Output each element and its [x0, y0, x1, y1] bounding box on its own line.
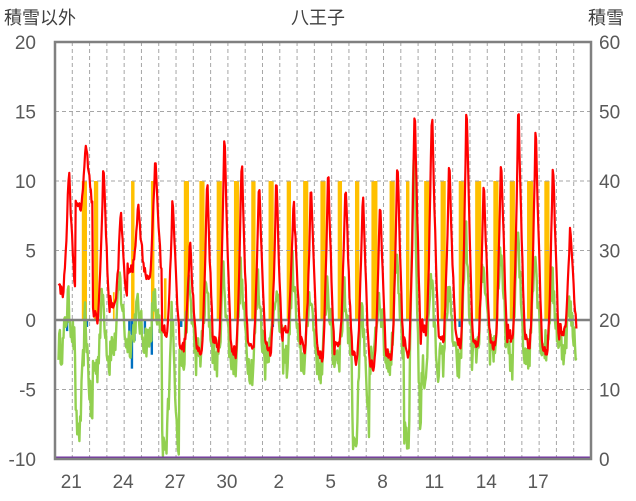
temperature-line	[57, 113, 578, 372]
sunshine-bar	[493, 181, 499, 320]
x-tick-label: 14	[476, 472, 498, 493]
right-tick-label: 60	[599, 33, 620, 54]
gridlines	[55, 42, 591, 459]
sunshine-bar	[163, 278, 167, 320]
left-tick-label: 10	[15, 172, 36, 193]
sunshine-bar	[93, 181, 99, 320]
sunshine-bar	[199, 181, 205, 320]
labels: 積雪以外 八王子 積雪 20151050-5-10605040302010021…	[4, 8, 624, 493]
x-tick-label: 8	[377, 472, 388, 493]
precip-bar	[458, 320, 461, 327]
right-tick-label: 10	[599, 381, 620, 402]
right-tick-label: 0	[599, 450, 610, 471]
right-axis-title: 積雪	[588, 8, 624, 29]
sunshine-bar	[303, 181, 309, 320]
sunshine-bar	[527, 181, 534, 320]
x-tick-label: 24	[113, 472, 135, 493]
sunshine-bar	[233, 181, 240, 320]
precip-bar	[128, 320, 131, 334]
left-tick-label: 20	[15, 33, 36, 54]
right-tick-label: 20	[599, 311, 620, 332]
sunshine-bar	[371, 181, 378, 320]
x-tick-label: 21	[61, 472, 82, 493]
chart-title: 八王子	[291, 8, 345, 29]
precip-bar	[143, 320, 147, 334]
left-tick-label: 0	[25, 311, 36, 332]
right-tick-label: 50	[599, 103, 620, 124]
left-tick-label: -10	[9, 450, 36, 471]
x-tick-label: 2	[273, 472, 284, 493]
x-tick-label: 27	[164, 472, 185, 493]
plot-frame	[53, 40, 593, 461]
precip-bar	[85, 320, 89, 327]
right-tick-label: 40	[599, 172, 620, 193]
left-axis-title: 積雪以外	[4, 8, 76, 29]
sunshine-bar	[337, 181, 343, 320]
x-tick-label: 30	[216, 472, 237, 493]
x-tick-label: 17	[528, 472, 549, 493]
second-series-line	[57, 158, 578, 458]
sunshine-bar	[150, 181, 155, 320]
x-tick-label: 11	[425, 472, 445, 493]
plot-border	[53, 40, 593, 461]
x-tick-label: 5	[325, 472, 336, 493]
sunshine-bar	[268, 181, 274, 320]
left-tick-label: 5	[25, 242, 36, 263]
right-tick-label: 30	[599, 242, 620, 263]
left-tick-label: -5	[19, 381, 36, 402]
precip-bar	[180, 320, 183, 327]
left-tick-label: 15	[15, 103, 36, 124]
sunshine-bar	[183, 181, 189, 320]
